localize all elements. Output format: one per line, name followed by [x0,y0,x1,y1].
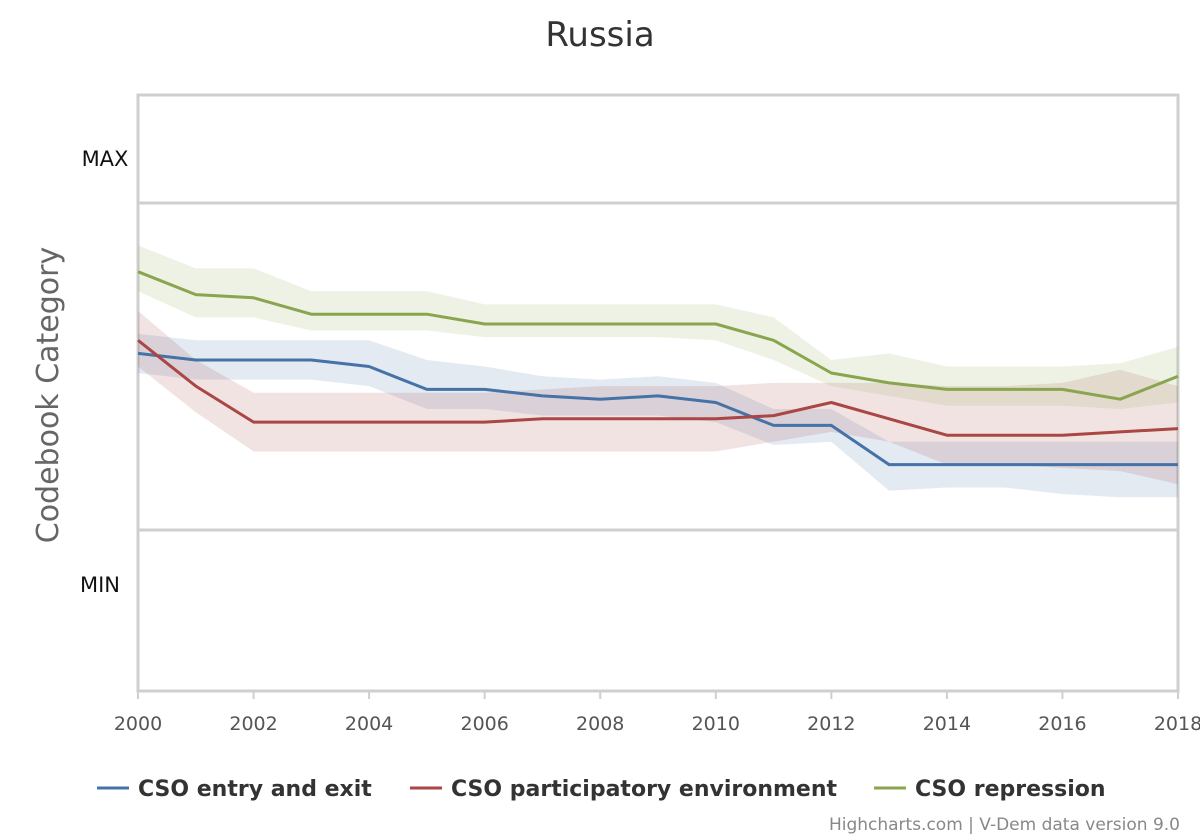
series-line-cso-participatory-environment[interactable] [137,339,1179,437]
band-cso-repression [138,245,1178,409]
data-point-cso-participatory-environment-2015[interactable] [1002,432,1008,438]
x-tick-label-2002: 2002 [229,713,277,735]
data-point-cso-participatory-environment-2006[interactable] [482,419,488,425]
plot-frame [136,93,1180,693]
data-point-cso-participatory-environment-2002[interactable] [251,419,257,425]
data-point-cso-participatory-environment-2003[interactable] [308,419,314,425]
data-point-cso-entry-and-exit-2018[interactable] [1175,462,1181,468]
data-point-cso-entry-and-exit-2004[interactable] [366,364,372,370]
data-point-cso-participatory-environment-2004[interactable] [366,419,372,425]
confidence-bands [138,245,1178,498]
band-cso-participatory-environment [138,310,1178,485]
data-point-cso-participatory-environment-2009[interactable] [655,416,661,422]
x-axis-ticks: 2000 2002 2004 2006 2008 2010 2012 2014 2016 2018 [114,691,1200,735]
legend-item-cso-participatory-environment[interactable]: CSO participatory environment [410,777,838,802]
data-point-cso-participatory-environment-2008[interactable] [597,416,603,422]
data-point-cso-repression-2005[interactable] [424,311,430,317]
data-point-cso-repression-2014[interactable] [944,386,950,392]
credits-text[interactable]: Highcharts.com | V-Dem data version 9.0 [829,815,1180,835]
data-point-cso-entry-and-exit-2006[interactable] [482,386,488,392]
x-tick-label-2014: 2014 [923,713,971,735]
data-point-cso-repression-2017[interactable] [1117,396,1123,402]
data-point-cso-participatory-environment-2011[interactable] [771,413,777,419]
x-tick-label-2000: 2000 [114,713,162,735]
category-label-max: MAX [82,147,129,171]
data-point-cso-repression-2008[interactable] [597,321,603,327]
data-point-cso-repression-2007[interactable] [539,321,545,327]
legend-item-cso-entry-and-exit[interactable]: CSO entry and exit [97,777,372,802]
y-axis-label: Codebook Category [31,247,66,544]
data-point-cso-repression-2000[interactable] [135,269,141,275]
data-point-cso-entry-and-exit-2002[interactable] [251,357,257,363]
series-lines [135,269,1181,468]
data-point-cso-repression-2015[interactable] [1002,386,1008,392]
data-point-cso-participatory-environment-2014[interactable] [944,432,950,438]
data-point-cso-repression-2002[interactable] [251,295,257,301]
data-point-cso-repression-2011[interactable] [771,337,777,343]
series-line-cso-entry-and-exit[interactable] [137,351,1178,467]
legend-label-cso-participatory-environment: CSO participatory environment [451,777,838,802]
data-point-cso-participatory-environment-2000[interactable] [135,337,141,343]
data-point-cso-entry-and-exit-2007[interactable] [539,393,545,399]
x-tick-label-2016: 2016 [1038,713,1086,735]
data-point-cso-entry-and-exit-2000[interactable] [135,350,141,356]
legend-item-cso-repression[interactable]: CSO repression [874,777,1106,802]
legend: CSO entry and exit CSO participatory env… [97,777,1106,802]
data-point-cso-repression-2009[interactable] [655,321,661,327]
x-tick-label-2010: 2010 [692,713,740,735]
x-tick-label-2004: 2004 [345,713,393,735]
data-point-cso-entry-and-exit-2005[interactable] [424,386,430,392]
data-point-cso-entry-and-exit-2013[interactable] [886,462,892,468]
legend-label-cso-entry-and-exit: CSO entry and exit [138,777,372,802]
data-point-cso-participatory-environment-2012[interactable] [828,400,834,406]
data-point-cso-repression-2010[interactable] [713,321,719,327]
data-point-cso-repression-2013[interactable] [886,380,892,386]
data-point-cso-participatory-environment-2018[interactable] [1175,426,1181,432]
data-point-cso-repression-2003[interactable] [308,311,314,317]
data-point-cso-entry-and-exit-2014[interactable] [944,462,950,468]
data-point-cso-participatory-environment-2005[interactable] [424,419,430,425]
data-point-cso-participatory-environment-2013[interactable] [886,416,892,422]
data-point-cso-entry-and-exit-2015[interactable] [1002,462,1008,468]
data-point-cso-repression-2016[interactable] [1059,386,1065,392]
data-point-cso-participatory-environment-2016[interactable] [1059,432,1065,438]
data-point-cso-entry-and-exit-2016[interactable] [1059,462,1065,468]
data-point-cso-participatory-environment-2007[interactable] [539,416,545,422]
data-point-cso-repression-2004[interactable] [366,311,372,317]
data-point-cso-entry-and-exit-2001[interactable] [193,357,199,363]
band-cso-entry-and-exit [138,333,1178,498]
legend-label-cso-repression: CSO repression [915,777,1106,802]
x-tick-label-2008: 2008 [576,713,624,735]
data-point-cso-entry-and-exit-2009[interactable] [655,393,661,399]
data-point-cso-entry-and-exit-2008[interactable] [597,396,603,402]
x-tick-label-2018: 2018 [1154,713,1200,735]
data-point-cso-entry-and-exit-2011[interactable] [771,422,777,428]
x-tick-label-2006: 2006 [460,713,508,735]
data-point-cso-participatory-environment-2010[interactable] [713,416,719,422]
x-tick-label-2012: 2012 [807,713,855,735]
data-point-cso-repression-2006[interactable] [482,321,488,327]
data-point-cso-entry-and-exit-2010[interactable] [713,400,719,406]
category-label-min: MIN [80,573,120,597]
data-point-cso-repression-2001[interactable] [193,292,199,298]
chart-title: Russia [545,15,654,55]
data-point-cso-repression-2012[interactable] [828,370,834,376]
data-point-cso-entry-and-exit-2012[interactable] [828,422,834,428]
data-point-cso-entry-and-exit-2003[interactable] [308,357,314,363]
data-point-cso-repression-2018[interactable] [1175,373,1181,379]
series-line-cso-repression[interactable] [137,270,1179,401]
data-point-cso-participatory-environment-2017[interactable] [1117,429,1123,435]
data-point-cso-participatory-environment-2001[interactable] [193,383,199,389]
data-point-cso-entry-and-exit-2017[interactable] [1117,462,1123,468]
